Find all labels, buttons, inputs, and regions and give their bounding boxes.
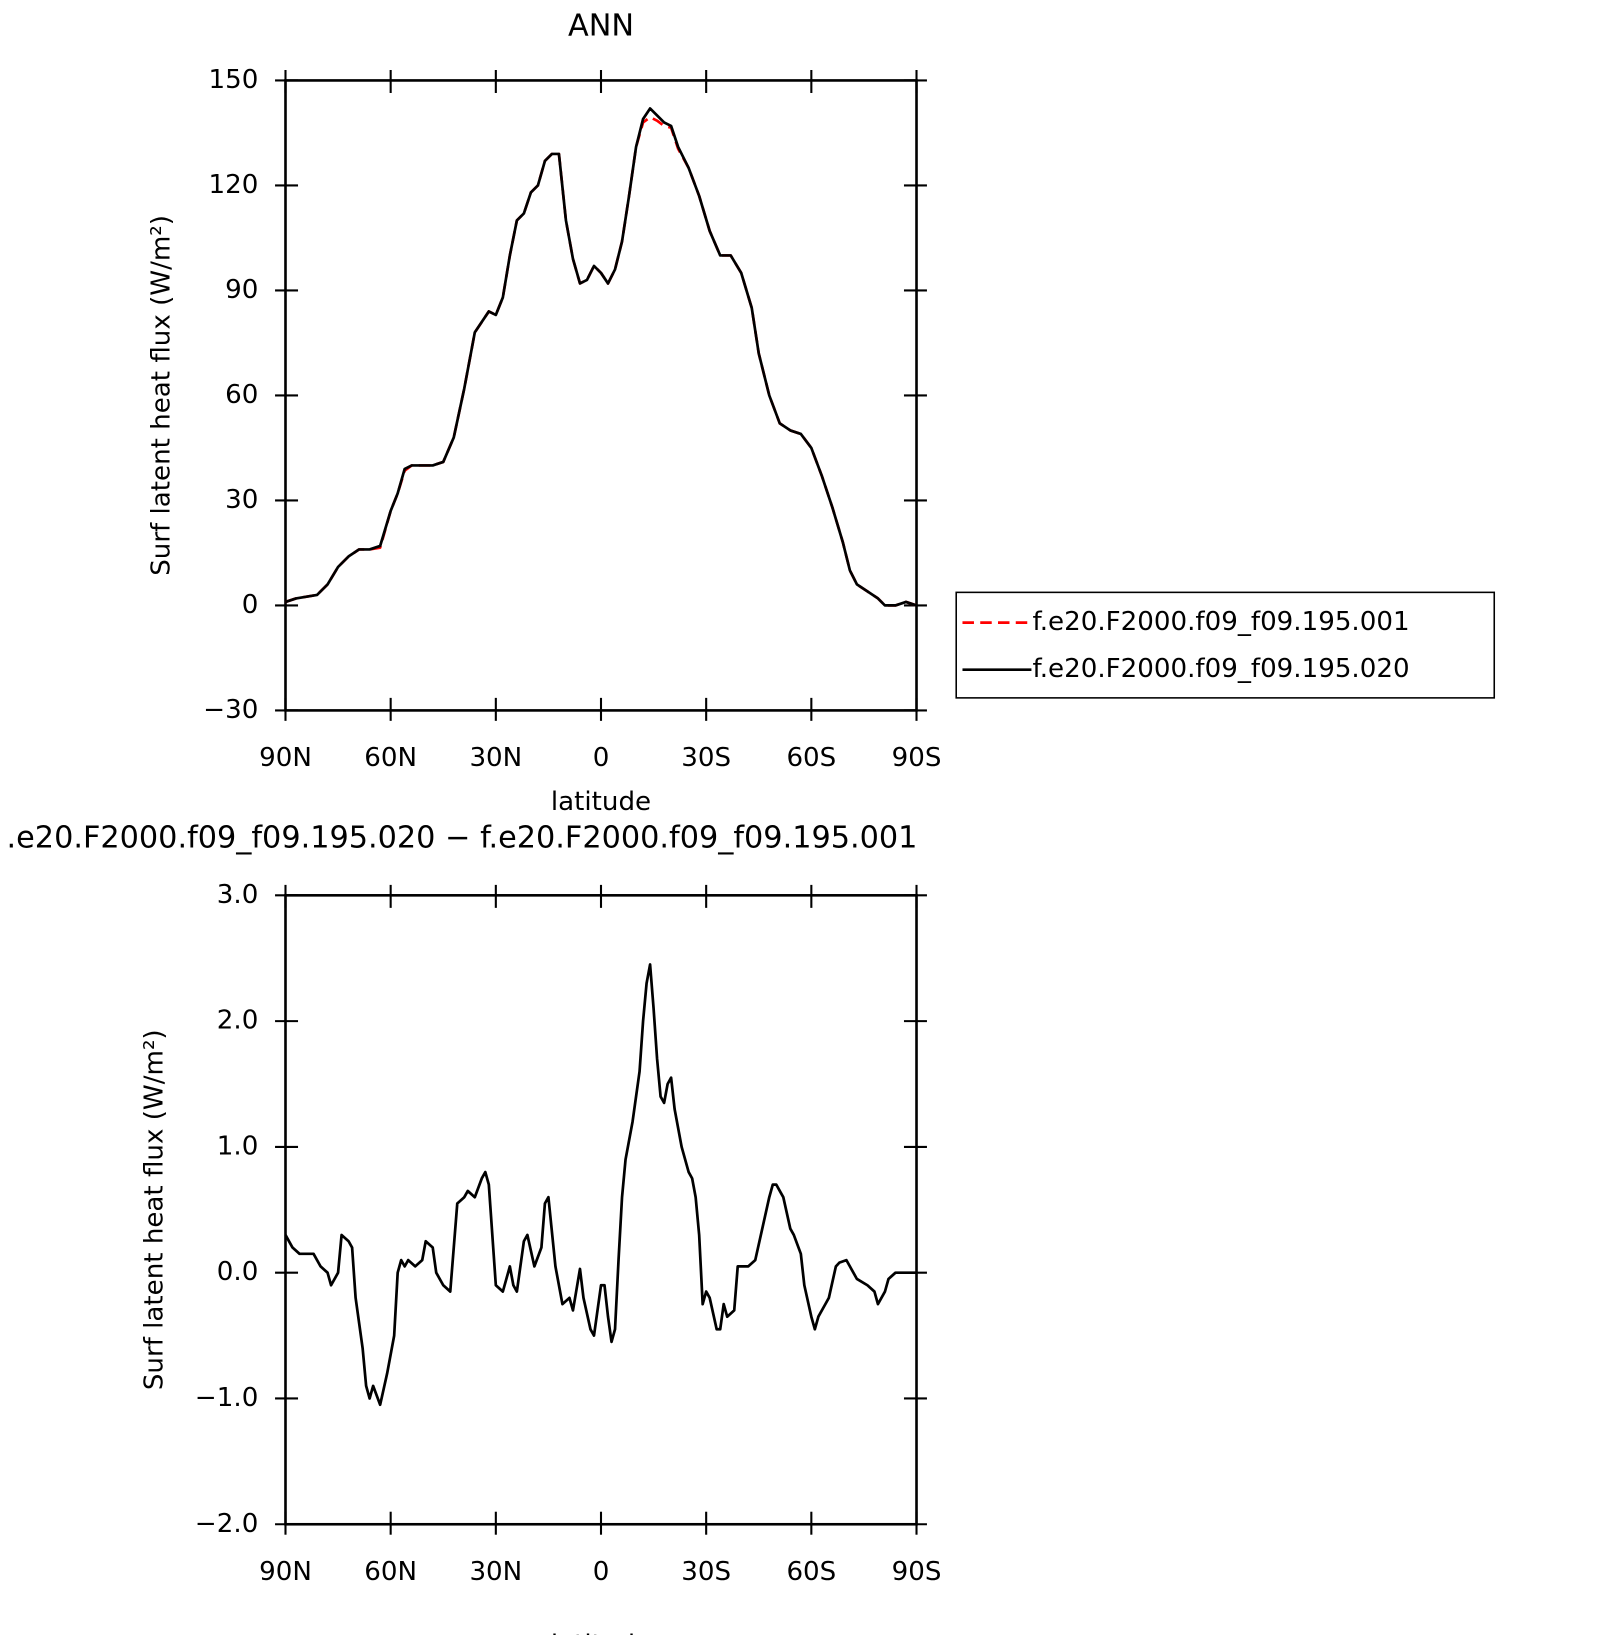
data-line — [285, 107, 917, 607]
legend-label: f.e20.F2000.f09_f09.195.020 — [1032, 654, 1409, 684]
x-tick-label: 90S — [892, 1557, 942, 1587]
y-tick-label: −1.0 — [195, 1383, 258, 1413]
legend-label: f.e20.F2000.f09_f09.195.001 — [1032, 607, 1409, 637]
y-tick-label: 3.0 — [217, 880, 259, 910]
x-tick-label: 0 — [593, 743, 610, 773]
x-axis-label: latitude — [551, 1630, 651, 1635]
y-tick-label: −2.0 — [195, 1509, 258, 1539]
y-tick-label: −30 — [203, 695, 258, 725]
x-tick-label: 60N — [364, 1557, 417, 1587]
y-axis-label: Surf latent heat flux (W/m²) — [147, 215, 177, 576]
y-tick-label: 150 — [208, 65, 258, 95]
x-tick-label: 90S — [892, 743, 942, 773]
x-axis-label: latitude — [551, 787, 651, 817]
legend-box — [955, 591, 1496, 699]
y-tick-label: 1.0 — [217, 1131, 259, 1161]
y-tick-label: 0.0 — [217, 1257, 259, 1287]
y-tick-label: 120 — [208, 170, 258, 200]
x-tick-label: 60S — [786, 743, 836, 773]
x-tick-label: 30N — [469, 743, 522, 773]
data-line — [284, 963, 917, 1407]
y-tick-label: 30 — [225, 485, 258, 515]
y-tick-label: 90 — [225, 275, 258, 305]
y-tick-label: 2.0 — [217, 1006, 259, 1036]
x-tick-label: 30N — [469, 1557, 522, 1587]
plot-frame — [284, 894, 918, 1526]
chart-title: .e20.F2000.f09_f09.195.020 − f.e20.F2000… — [7, 820, 918, 855]
x-tick-label: 30S — [681, 1557, 731, 1587]
x-tick-label: 0 — [593, 1557, 610, 1587]
chart-title: ANN — [568, 9, 634, 44]
x-tick-label: 60S — [786, 1557, 836, 1587]
x-tick-label: 90N — [259, 743, 312, 773]
x-tick-label: 90N — [259, 1557, 312, 1587]
y-tick-label: 60 — [225, 380, 258, 410]
y-axis-label: Surf latent heat flux (W/m²) — [139, 1029, 169, 1390]
x-tick-label: 60N — [364, 743, 417, 773]
y-tick-label: 0 — [242, 590, 259, 620]
x-tick-label: 30S — [681, 743, 731, 773]
plot-frame — [284, 79, 918, 712]
data-line — [285, 115, 917, 607]
